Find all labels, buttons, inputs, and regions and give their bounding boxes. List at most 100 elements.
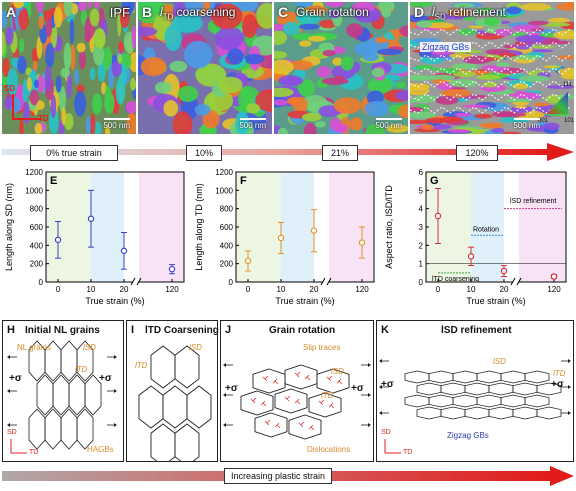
grain — [140, 57, 166, 77]
y-axis-label: Aspect ratio, lSD/lTD — [384, 185, 394, 269]
grain — [202, 110, 220, 129]
chart-label: E — [50, 175, 57, 187]
grain — [498, 131, 522, 134]
grain — [305, 5, 328, 14]
data-point — [120, 247, 128, 255]
refined-grain — [452, 394, 478, 408]
micrograph-d: D lSD refinement Zigzag GBs 111 001 101 … — [410, 2, 574, 134]
grain — [475, 74, 501, 80]
refined-grain — [428, 370, 454, 384]
ipf-map-a — [2, 2, 136, 134]
grain — [365, 124, 385, 134]
zigzag-gb-line — [410, 93, 571, 101]
grain — [531, 45, 555, 49]
sd-td-axes: SD TD — [4, 84, 49, 128]
grain — [351, 2, 375, 13]
grain — [274, 51, 288, 59]
grain — [33, 79, 39, 89]
grain — [494, 28, 514, 37]
grain — [61, 107, 67, 126]
grain — [453, 3, 475, 8]
chart-g-svg: 0 1 2 3 4 5 6 0 10 20 120 G True strain (%) Aspect ra… — [384, 168, 567, 306]
panel-label-c: C — [278, 4, 289, 20]
data-point — [244, 257, 252, 265]
y-tick-label: 600 — [220, 223, 234, 232]
dislocation-symbol — [262, 375, 279, 385]
y-tick-label: 200 — [220, 260, 234, 269]
coarsened-grain — [150, 423, 176, 461]
grain — [543, 122, 560, 131]
y-tick-label: 3 — [419, 223, 424, 232]
refined-grain — [440, 382, 466, 396]
grain — [303, 123, 317, 134]
nl-grain — [28, 408, 46, 450]
panel-title-b: lTD coarsening — [160, 5, 235, 21]
strain-arrow — [2, 141, 574, 163]
grain — [520, 3, 551, 11]
schematic-h: H Initial NL grains NL grains lSD lTD +σ… — [2, 320, 124, 462]
grain — [543, 65, 560, 69]
scale-bar-b: 500 nm — [239, 118, 266, 130]
strain-10: 10% — [186, 145, 222, 161]
grain — [184, 40, 213, 69]
grain — [130, 77, 136, 91]
grain — [63, 42, 72, 70]
refined-grain — [500, 394, 526, 408]
grain — [371, 67, 385, 78]
grain — [172, 111, 193, 134]
grain — [36, 74, 45, 93]
schematic-i-drawing — [138, 345, 212, 461]
grain — [18, 8, 29, 31]
grain — [105, 124, 110, 134]
dislocation-symbol — [326, 375, 343, 385]
grain — [462, 104, 490, 109]
grain — [451, 63, 478, 70]
grain — [398, 104, 408, 119]
data-point — [277, 234, 285, 242]
data-point — [168, 265, 176, 273]
strain-band-pink — [329, 172, 374, 282]
nl-grain — [76, 340, 94, 382]
coarsened-grain — [174, 423, 200, 461]
panel-title-a: IPF — [109, 5, 130, 20]
nl-grain — [84, 374, 102, 416]
grain — [410, 106, 425, 113]
refined-grain — [464, 406, 490, 420]
grain — [60, 67, 70, 78]
grain — [235, 111, 249, 134]
refined-grain — [524, 394, 550, 408]
grain — [5, 26, 14, 46]
grain — [294, 2, 316, 8]
grain — [362, 51, 379, 62]
scale-text-c: 500 nm — [375, 121, 402, 130]
schematic-label-i: I — [131, 324, 135, 336]
grain — [42, 10, 53, 22]
nl-grains-label: NL grains — [17, 343, 51, 352]
grain — [171, 13, 203, 33]
strain-band-green — [46, 172, 91, 282]
zigzag-gb-line — [410, 28, 571, 36]
grain — [440, 89, 472, 98]
grain — [492, 111, 516, 118]
data-point — [467, 253, 475, 260]
grain — [410, 2, 434, 8]
title-b-sub: TD — [162, 12, 174, 22]
axis-break-mask — [323, 278, 329, 286]
title-d-rest: refinement — [445, 5, 506, 19]
y-tick-label: 800 — [220, 205, 234, 214]
grain — [512, 83, 529, 90]
stress-arrow-head — [368, 363, 371, 367]
nl-grain — [52, 374, 70, 416]
micrograph-b: B lTD coarsening 500 nm — [138, 2, 272, 134]
grain — [93, 2, 100, 9]
grain — [321, 77, 349, 85]
x-tick-label: 0 — [56, 285, 61, 294]
axis-break — [510, 277, 516, 286]
y-tick-label: 200 — [30, 260, 44, 269]
strain-band-green — [236, 172, 281, 282]
ipf-101: 101 — [563, 118, 574, 124]
grain — [483, 17, 500, 26]
refined-grain — [488, 382, 514, 396]
grain — [410, 74, 429, 81]
grain — [335, 123, 348, 134]
